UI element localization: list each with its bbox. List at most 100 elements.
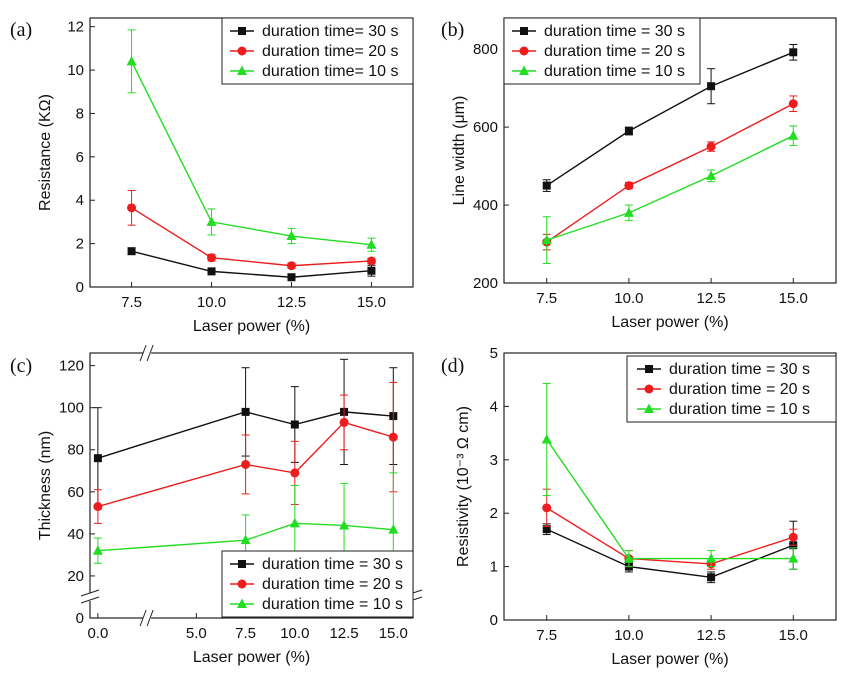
series-s10 bbox=[126, 29, 377, 252]
y-tick-label: 4 bbox=[76, 192, 84, 209]
legend-marker bbox=[238, 560, 246, 568]
y-axis-label: Line width (μm) bbox=[451, 96, 468, 206]
legend-entry: duration time = 10 s bbox=[669, 401, 810, 418]
data-point bbox=[367, 266, 376, 275]
y-tick-label: 2 bbox=[490, 505, 498, 522]
x-tick-label: 15.0 bbox=[779, 627, 808, 644]
legend-marker bbox=[519, 65, 529, 75]
y-tick-label: 20 bbox=[67, 568, 84, 585]
x-axis-label: Laser power (%) bbox=[611, 314, 728, 331]
series-line bbox=[546, 51, 794, 187]
panel-label: (d) bbox=[441, 355, 464, 377]
y-axis-label: Resistance (KΩ) bbox=[37, 94, 54, 211]
data-point bbox=[707, 82, 716, 91]
data-point bbox=[706, 170, 717, 180]
legend-entry: duration time = 20 s bbox=[669, 381, 810, 398]
data-point bbox=[92, 545, 103, 555]
series-line bbox=[546, 135, 794, 241]
legend-entry: duration time = 30 s bbox=[544, 23, 685, 40]
legend-marker bbox=[237, 598, 247, 608]
data-point bbox=[289, 517, 300, 528]
data-point bbox=[241, 459, 251, 469]
legend: duration time = 30 s duration time = 20 s… bbox=[503, 17, 701, 85]
panel-c: (c) 0.0 5.0 7.5 10.0 12.5 15.0 0 20 40 60 80 100 120 L… bbox=[10, 344, 423, 666]
legend: duration time= 30 s duration time= 20 s du… bbox=[221, 17, 414, 85]
series-line bbox=[130, 61, 372, 246]
y-tick-label: 600 bbox=[473, 119, 498, 136]
x-tick-label: 12.5 bbox=[696, 290, 725, 307]
panel-b: (b) 7.5 10.0 12.5 15.0 200 400 600 800 Laser powe… bbox=[441, 17, 837, 331]
legend-entry: duration time = 20 s bbox=[544, 43, 685, 60]
data-point bbox=[542, 525, 551, 534]
legend-box bbox=[503, 17, 701, 85]
x-axis-break-mark bbox=[146, 344, 154, 362]
y-axis-break-gap bbox=[81, 592, 99, 601]
legend-marker bbox=[237, 65, 247, 75]
data-point bbox=[541, 434, 552, 444]
x-axis-break-mark bbox=[146, 609, 154, 627]
data-point bbox=[624, 181, 634, 191]
legend-box bbox=[626, 355, 837, 423]
y-axis-label: Resistivity (10⁻³ Ω cm) bbox=[455, 406, 472, 567]
data-point bbox=[541, 234, 552, 245]
data-point bbox=[624, 127, 633, 136]
legend-entry: duration time= 10 s bbox=[262, 63, 399, 80]
data-point bbox=[542, 503, 552, 513]
data-point bbox=[126, 55, 137, 66]
series-line bbox=[546, 507, 794, 565]
data-point bbox=[706, 142, 716, 152]
data-point bbox=[93, 502, 103, 512]
data-point bbox=[127, 247, 136, 256]
data-point bbox=[388, 432, 398, 442]
x-tick-label: 7.5 bbox=[536, 627, 557, 644]
data-point bbox=[290, 468, 300, 478]
data-point bbox=[788, 532, 798, 542]
data-point bbox=[542, 181, 551, 190]
legend-marker bbox=[237, 46, 247, 56]
x-axis-label: Laser power (%) bbox=[193, 318, 310, 335]
y-tick-label: 6 bbox=[76, 149, 84, 166]
y-axis-label: Thickness (nm) bbox=[37, 431, 54, 540]
legend-marker bbox=[645, 365, 653, 373]
series-s10 bbox=[541, 125, 799, 265]
series-s20 bbox=[542, 95, 798, 251]
y-tick-label: 400 bbox=[473, 197, 498, 214]
y-tick-label: 3 bbox=[490, 452, 498, 469]
x-axis-break-gap bbox=[143, 609, 152, 627]
legend-marker bbox=[644, 384, 654, 394]
x-tick-label: 12.5 bbox=[277, 294, 306, 311]
x-axis-label: Laser power (%) bbox=[193, 649, 310, 666]
y-tick-label: 1 bbox=[490, 559, 498, 576]
y-tick-label: 5 bbox=[490, 345, 498, 362]
y-tick-label: 8 bbox=[76, 105, 84, 122]
series-line bbox=[131, 250, 372, 278]
y-tick-label: 0 bbox=[490, 612, 498, 629]
series-line bbox=[546, 439, 794, 560]
data-point bbox=[287, 273, 296, 282]
y-tick-label: 800 bbox=[473, 41, 498, 58]
data-point bbox=[207, 253, 217, 263]
data-point bbox=[623, 553, 634, 563]
series-line bbox=[131, 207, 372, 267]
series-s10 bbox=[541, 382, 799, 570]
legend-entry: duration time= 30 s bbox=[262, 23, 399, 40]
y-tick-label: 0 bbox=[76, 279, 84, 296]
series-line bbox=[546, 103, 794, 243]
data-point bbox=[788, 99, 798, 109]
legend-entry: duration time = 10 s bbox=[544, 63, 685, 80]
series-s30 bbox=[127, 247, 376, 282]
data-point bbox=[707, 573, 716, 582]
series-s30 bbox=[542, 44, 798, 192]
legend-marker bbox=[238, 27, 246, 35]
panel-label: (b) bbox=[441, 19, 464, 41]
plot-frame bbox=[503, 352, 837, 621]
y-tick-label: 100 bbox=[59, 400, 84, 417]
x-tick-label: 5.0 bbox=[186, 625, 207, 642]
x-tick-label: 0.0 bbox=[87, 625, 108, 642]
x-tick-label: 7.5 bbox=[536, 290, 557, 307]
data-point bbox=[339, 417, 349, 427]
legend-entry: duration time = 20 s bbox=[262, 576, 403, 593]
legend-marker bbox=[237, 579, 247, 589]
x-tick-label: 7.5 bbox=[235, 625, 256, 642]
